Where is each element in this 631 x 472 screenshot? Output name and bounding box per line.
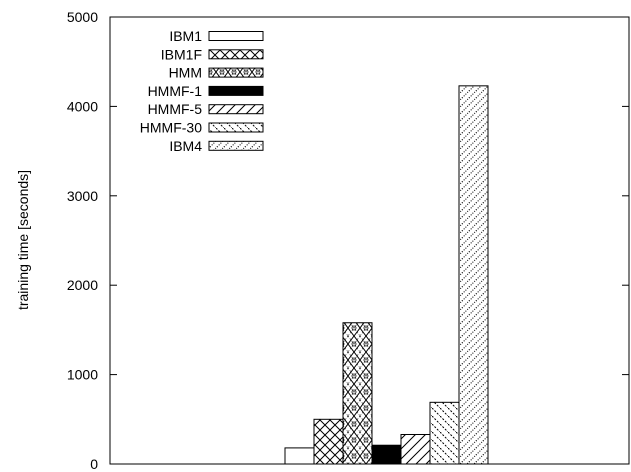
legend-label: HMMF-30 [140,120,202,136]
bar-ibm4 [458,85,489,465]
legend-label: HMM [169,65,202,81]
y-tick-label: 3000 [67,188,98,204]
bar-hmmf-1 [371,444,402,465]
legend-swatch-hmmf-5 [208,104,264,115]
legend-label: IBM4 [169,138,202,154]
legend-swatch-ibm4 [208,140,264,151]
legend-swatch-hmm [208,67,264,78]
y-axis: 0 1000 2000 3000 4000 5000 [67,9,629,472]
bar-ibm1 [284,447,315,465]
y-tick-label: 2000 [67,277,98,293]
y-tick-label: 0 [90,456,98,472]
bar-hmmf-30 [429,401,460,465]
legend: IBM1 IBM1F HMM HMMF-1 HMMF-5 HMMF-30 IBM4 [140,28,264,154]
y-axis-label: training time [seconds] [15,170,31,310]
legend-label: IBM1F [161,46,202,62]
y-tick-label: 1000 [67,367,98,383]
y-tick-label: 5000 [67,9,98,25]
bar-hmmf-5 [400,433,431,465]
bar-ibm1f [313,418,344,465]
legend-label: HMMF-1 [148,83,203,99]
legend-label: HMMF-5 [148,101,203,117]
legend-swatch-ibm1f [208,49,264,60]
bars-group [284,85,489,465]
legend-label: IBM1 [169,28,202,44]
legend-swatch-ibm1 [208,31,264,41]
bar-hmm [342,322,373,465]
legend-swatch-hmmf-30 [208,122,264,133]
legend-swatch-hmmf-1 [208,85,264,96]
y-tick-label: 4000 [67,98,98,114]
